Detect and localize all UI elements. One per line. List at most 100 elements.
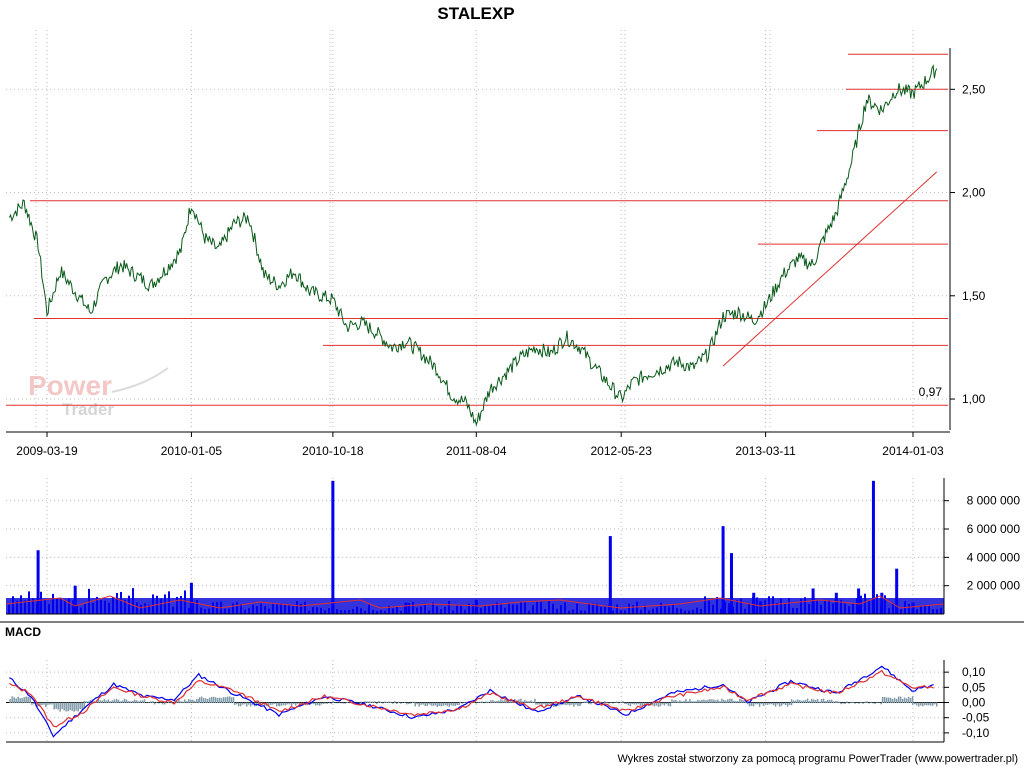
macd-hist-bar (379, 701, 382, 704)
signal-line (9, 669, 934, 728)
macd-hist-bar (420, 702, 422, 705)
volume-noise-bar (172, 606, 174, 614)
volume-average-line (5, 595, 945, 609)
volume-noise-bar (248, 608, 250, 614)
macd-hist-bar (575, 702, 577, 705)
macd-hist-bar (834, 701, 837, 704)
macd-hist-bar (885, 697, 888, 704)
macd-hist-bar (302, 702, 305, 705)
volume-noise-bar (272, 603, 274, 614)
macd-hist-bar (518, 699, 520, 704)
macd-hist-bar (846, 701, 848, 704)
macd-hist-bar (669, 702, 672, 707)
volume-noise-bar (328, 608, 330, 614)
macd-hist-bar (522, 701, 524, 704)
macd-hist-bar (214, 697, 217, 704)
macd-hist-bar (184, 699, 186, 704)
macd-hist-bar (936, 702, 938, 707)
macd-hist-bar (549, 702, 551, 705)
macd-hist-bar (228, 696, 231, 704)
volume-noise-bar (20, 595, 22, 614)
macd-hist-bar (655, 702, 658, 706)
macd-hist-bar (83, 700, 86, 704)
logo-line1: Power (28, 370, 112, 401)
volume-noise-bar (784, 603, 786, 614)
macd-hist-bar (458, 702, 460, 705)
macd-hist-bar (312, 702, 315, 705)
volume-noise-bar (260, 603, 262, 614)
macd-hist-bar (502, 700, 504, 704)
volume-noise-bar (56, 598, 58, 614)
volume-noise-bar (380, 610, 382, 614)
macd-hist-bar (113, 701, 116, 704)
macd-hist-bar (389, 701, 392, 704)
volume-noise-bar (224, 608, 226, 614)
macd-y-tick-label-1: -0,05 (962, 711, 990, 725)
macd-hist-bar (387, 701, 390, 704)
volume-noise-bar (508, 602, 510, 614)
macd-hist-bar (881, 696, 884, 704)
volume-noise-bar (412, 602, 414, 614)
macd-hist-bar (614, 702, 616, 704)
macd-hist-bar (103, 699, 106, 704)
volume-noise-bar (124, 599, 126, 614)
macd-hist-bar (310, 702, 313, 705)
macd-hist-bar (810, 698, 813, 704)
volume-noise-bar (668, 606, 670, 614)
volume-noise-bar (276, 604, 278, 614)
macd-hist-bar (854, 702, 856, 704)
volume-noise-bar (516, 604, 518, 614)
macd-hist-bar (555, 702, 557, 707)
macd-hist-bar (860, 701, 862, 704)
volume-noise-bar (684, 610, 686, 614)
macd-hist-bar (39, 702, 41, 707)
macd-hist-bar (21, 698, 23, 704)
macd-hist-bar (659, 702, 662, 707)
macd-hist-bar (129, 701, 132, 704)
macd-hist-bar (571, 702, 573, 705)
volume-noise-bar (8, 604, 10, 614)
macd-hist-bar (79, 702, 81, 710)
macd-hist-bar (334, 702, 336, 704)
volume-noise-bar (604, 606, 606, 614)
macd-hist-bar (440, 702, 442, 707)
macd-hist-bar (643, 702, 646, 706)
volume-noise-bar (628, 603, 630, 614)
volume-noise-bar (596, 603, 598, 614)
volume-noise-bar (912, 606, 914, 614)
macd-hist-bar (243, 702, 246, 705)
macd-hist-bar (479, 701, 481, 704)
volume-noise-bar (200, 607, 202, 614)
volume-noise-bar (84, 604, 86, 614)
volume-noise-bar (688, 610, 690, 614)
macd-hist-bar (543, 702, 545, 705)
volume-noise-bar (108, 602, 110, 614)
macd-hist-bar (631, 702, 634, 705)
macd-hist-bar (610, 702, 612, 704)
macd-hist-bar (245, 702, 248, 707)
macd-hist-bar (790, 699, 793, 704)
macd-hist-bar (208, 697, 211, 704)
volume-noise-bar (660, 602, 662, 614)
volume-noise-bar (344, 610, 346, 614)
macd-hist-bar (490, 700, 492, 704)
macd-hist-bar (182, 701, 184, 704)
macd-hist-bar (161, 702, 164, 705)
macd-hist-bar (697, 699, 699, 704)
macd-hist-bar (796, 699, 799, 704)
volume-noise-bar (452, 610, 454, 614)
volume-noise-bar (908, 603, 910, 614)
volume-noise-bar (708, 600, 710, 614)
macd-hist-bar (629, 702, 632, 707)
macd-hist-bar (907, 696, 910, 704)
macd-hist-bar (115, 698, 118, 704)
macd-hist-bar (75, 702, 77, 711)
macd-hist-bar (192, 699, 194, 704)
volume-noise-bar (712, 604, 714, 614)
volume-noise-bar (924, 604, 926, 614)
volume-noise-bar (468, 603, 470, 614)
volume-noise-bar (312, 606, 314, 614)
macd-hist-bar (391, 702, 394, 704)
volume-noise-bar (116, 592, 118, 614)
